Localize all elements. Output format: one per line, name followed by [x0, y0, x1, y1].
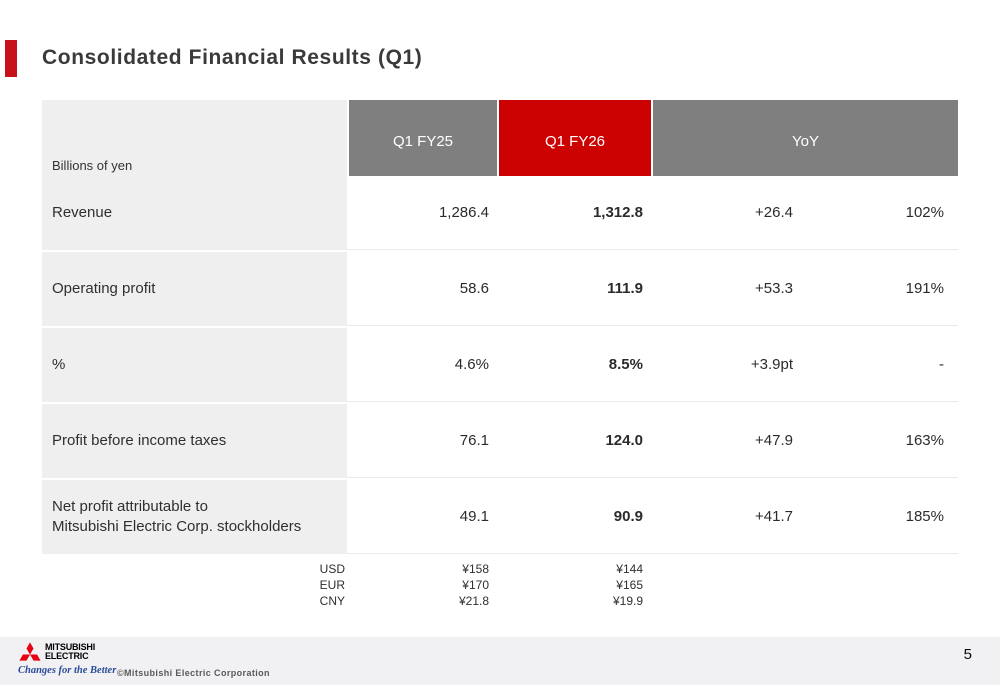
unit-label: Billions of yen — [42, 100, 347, 182]
value-yoy-change: +3.9pt — [651, 328, 801, 402]
exchange-rate-notes: USD ¥158 ¥144 EUR ¥170 ¥165 CNY ¥21.8 ¥19.9 — [42, 561, 693, 609]
value-q1fy26: 111.9 — [497, 252, 651, 326]
value-q1fy25: 76.1 — [347, 404, 497, 478]
mitsubishi-electric-logo: MITSUBISHI ELECTRIC Changes for the Bett… — [18, 640, 138, 676]
value-yoy-change: +53.3 — [651, 252, 801, 326]
brand-line2: ELECTRIC — [45, 650, 89, 661]
brand-line1: MITSUBISHI — [45, 641, 96, 652]
value-q1fy26: 124.0 — [497, 404, 651, 478]
value-yoy-change: +47.9 — [651, 404, 801, 478]
brand-tagline: Changes for the Better — [18, 665, 117, 676]
value-yoy-ratio: - — [801, 328, 958, 402]
value-q1fy25: 4.6% — [347, 328, 497, 402]
row-label: Operating profit — [42, 252, 347, 326]
footer-band — [0, 637, 1000, 685]
title-accent-bar — [5, 40, 17, 77]
fx-currency-label: EUR — [319, 578, 345, 592]
row-label: Net profit attributable to Mitsubishi El… — [42, 480, 347, 554]
mitsubishi-three-diamonds-icon — [19, 642, 41, 661]
value-q1fy25: 58.6 — [347, 252, 497, 326]
value-yoy-change: +26.4 — [651, 176, 801, 250]
value-q1fy26: 90.9 — [497, 480, 651, 554]
fx-currency-label: CNY — [319, 594, 345, 608]
row-label: Revenue — [42, 176, 347, 250]
value-yoy-ratio: 191% — [801, 252, 958, 326]
financial-results-table: Billions of yen Q1 FY25 Q1 FY26 YoY Reve… — [42, 100, 958, 554]
value-q1fy25: 49.1 — [347, 480, 497, 554]
fx-currency-label: USD — [319, 562, 345, 576]
value-yoy-ratio: 102% — [801, 176, 958, 250]
fx-rate-q1fy25: ¥21.8 — [458, 594, 489, 608]
page-title: Consolidated Financial Results (Q1) — [42, 46, 423, 69]
page-number: 5 — [963, 646, 972, 663]
fx-rate-q1fy26: ¥19.9 — [612, 594, 643, 608]
value-yoy-change: +41.7 — [651, 480, 801, 554]
value-yoy-ratio: 185% — [801, 480, 958, 554]
fx-rate-q1fy26: ¥144 — [616, 562, 643, 576]
fx-rate-q1fy25: ¥158 — [462, 562, 489, 576]
fx-rate-q1fy25: ¥170 — [462, 578, 489, 592]
brand-name: MITSUBISHI ELECTRIC — [45, 641, 96, 661]
value-yoy-ratio: 163% — [801, 404, 958, 478]
row-label: % — [42, 328, 347, 402]
column-header-yoy: YoY — [651, 100, 958, 182]
value-q1fy26: 1,312.8 — [497, 176, 651, 250]
column-header-q1fy26: Q1 FY26 — [497, 100, 651, 182]
copyright-notice: ©Mitsubishi Electric Corporation — [117, 668, 270, 678]
value-q1fy26: 8.5% — [497, 328, 651, 402]
row-label: Profit before income taxes — [42, 404, 347, 478]
value-q1fy25: 1,286.4 — [347, 176, 497, 250]
fx-rate-q1fy26: ¥165 — [616, 578, 643, 592]
column-header-q1fy25: Q1 FY25 — [347, 100, 497, 182]
